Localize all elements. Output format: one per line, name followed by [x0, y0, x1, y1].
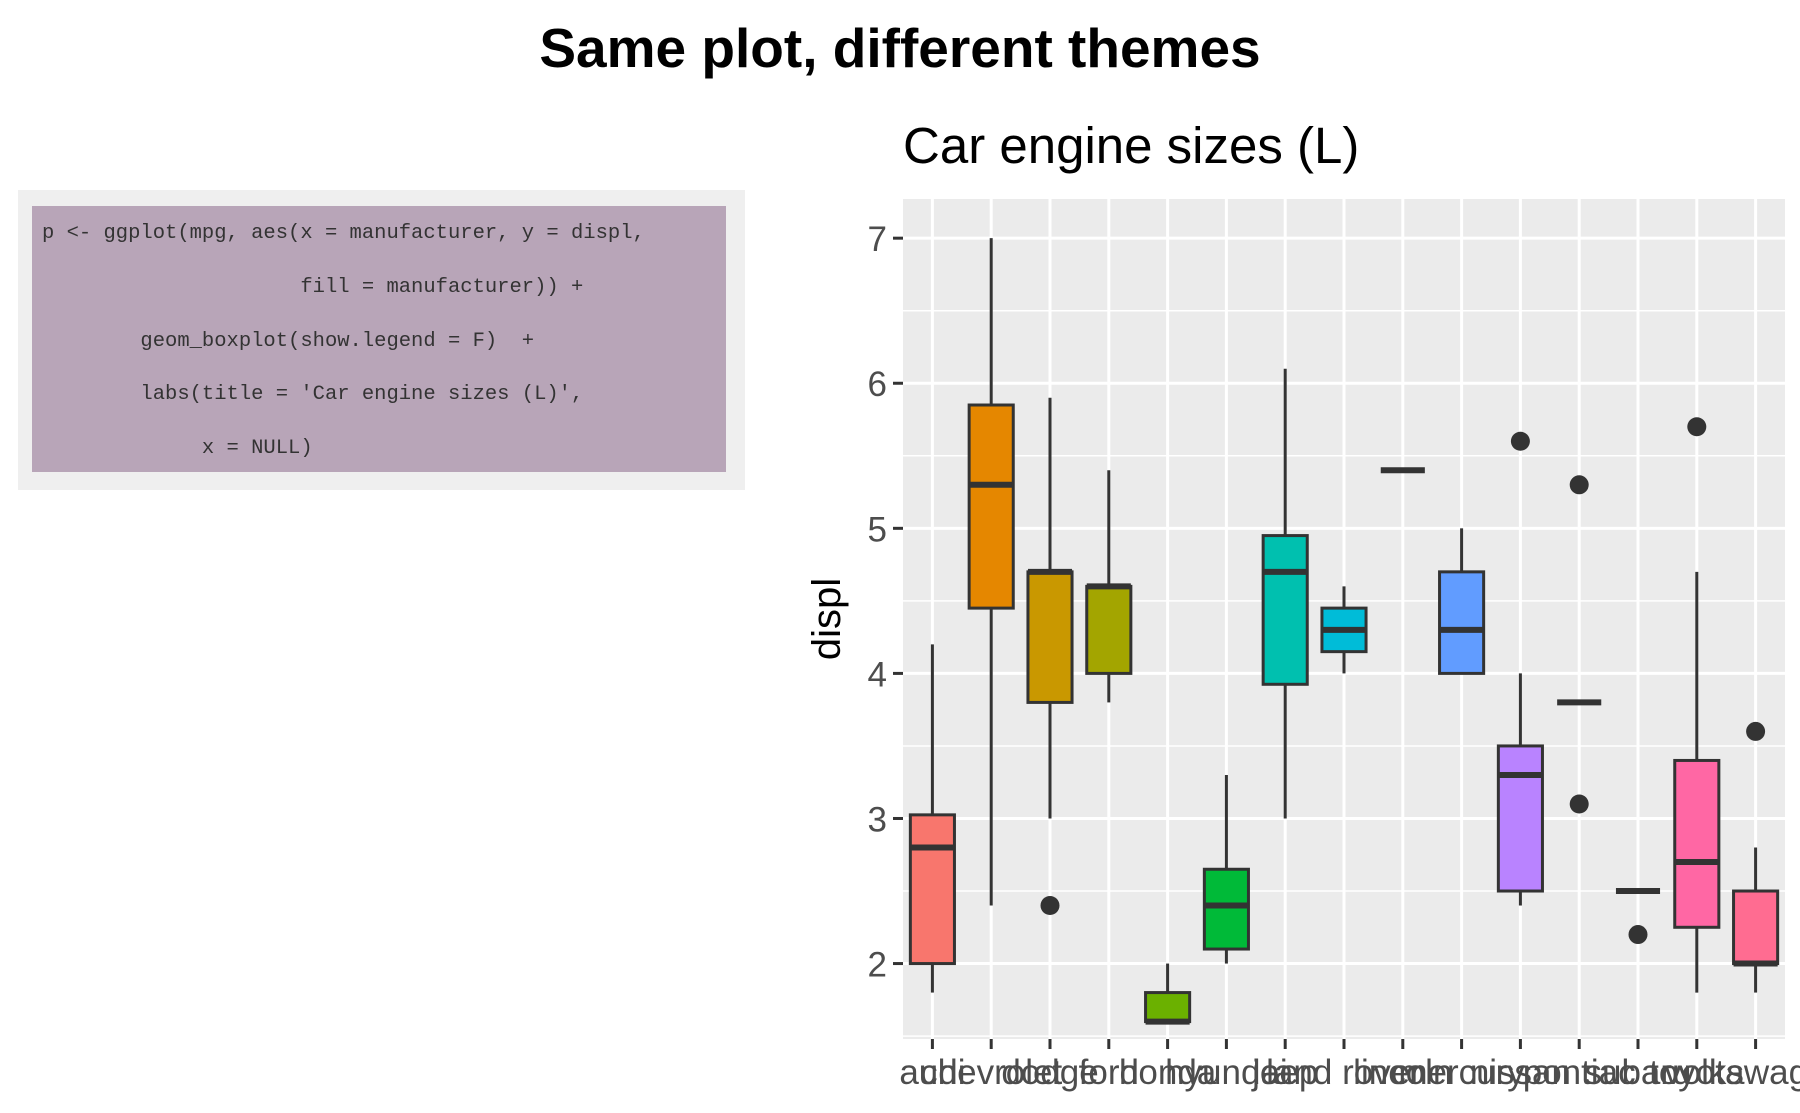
- x-tick-label: land rover: [1266, 1053, 1422, 1092]
- box: [1438, 570, 1486, 675]
- x-tick-label: lincoln: [1353, 1053, 1452, 1092]
- y-axis: 2 3 4 5 6 7: [868, 220, 903, 985]
- x-tick-label: subaru: [1584, 1053, 1691, 1092]
- code-line: geom_boxplot(show.legend = F) +: [42, 330, 535, 353]
- y-axis-label: displ: [805, 578, 849, 660]
- outlier-point: [1628, 925, 1648, 945]
- outlier-point: [1510, 431, 1530, 451]
- box: [967, 403, 1015, 610]
- boxplot-audi: [908, 644, 956, 993]
- y-tick-label: 3: [868, 800, 887, 839]
- outlier-point: [1569, 475, 1589, 495]
- code-block: p <- ggplot(mpg, aes(x = manufacturer, y…: [32, 206, 726, 472]
- y-tick-label: 6: [868, 365, 887, 404]
- box: [1732, 889, 1780, 966]
- box: [1144, 991, 1192, 1024]
- x-axis: audichevroletdodgefordhondahyundaijeepla…: [899, 1039, 1800, 1092]
- boxplot-pontiac: [1557, 475, 1602, 814]
- code-line: x = NULL): [42, 437, 313, 460]
- boxplot-dodge: [1026, 397, 1074, 916]
- boxplot-mercury: [1438, 528, 1486, 675]
- y-tick-label: 4: [868, 655, 887, 694]
- x-tick-label: volkswagen: [1664, 1053, 1800, 1092]
- code-panel: p <- ggplot(mpg, aes(x = manufacturer, y…: [18, 190, 745, 490]
- outlier-point: [1040, 896, 1060, 916]
- boxplot-volkswagen: [1732, 721, 1780, 993]
- box: [1085, 584, 1133, 675]
- boxplot-nissan: [1496, 431, 1544, 906]
- outlier-point: [1569, 794, 1589, 814]
- x-tick-label: jeep: [1251, 1053, 1318, 1092]
- x-tick-label: mercury: [1398, 1053, 1525, 1092]
- box: [1202, 867, 1250, 951]
- boxplot-chevrolet: [967, 238, 1015, 906]
- x-tick-label: ford: [1079, 1053, 1139, 1092]
- chart-title: Car engine sizes (L): [903, 117, 1359, 174]
- x-tick-label: chevrolet: [920, 1053, 1062, 1092]
- boxplot-land-rover: [1320, 586, 1368, 674]
- box-series: [908, 238, 1780, 1025]
- x-tick-label: honda: [1119, 1053, 1217, 1092]
- box: [1673, 758, 1721, 929]
- y-tick-label: 5: [868, 510, 887, 549]
- y-tick-label: 7: [868, 220, 887, 259]
- x-tick-label: toyota: [1649, 1053, 1745, 1092]
- box: [1496, 744, 1544, 893]
- boxplot-honda: [1144, 963, 1192, 1025]
- outlier-point: [1746, 721, 1766, 741]
- code-line: p <- ggplot(mpg, aes(x = manufacturer, y…: [42, 222, 645, 245]
- boxplot-ford: [1085, 470, 1133, 703]
- x-tick-label: nissan: [1470, 1053, 1571, 1092]
- boxplot-jeep: [1261, 368, 1309, 819]
- page-title: Same plot, different themes: [539, 17, 1261, 79]
- x-tick-label: dodge: [1001, 1053, 1098, 1092]
- boxplot-toyota: [1673, 417, 1721, 993]
- box: [908, 813, 956, 966]
- boxplot-hyundai: [1202, 774, 1250, 964]
- x-tick-label: pontiac: [1523, 1053, 1636, 1092]
- code-line: fill = manufacturer)) +: [42, 276, 584, 299]
- code-line: labs(title = 'Car engine sizes (L)',: [42, 383, 584, 406]
- y-tick-label: 2: [868, 946, 887, 985]
- x-tick-label: hyundai: [1165, 1053, 1288, 1092]
- boxplot-subaru: [1615, 888, 1661, 945]
- box: [1261, 534, 1309, 686]
- box: [1026, 570, 1074, 704]
- outlier-point: [1687, 417, 1707, 437]
- x-tick-label: audi: [899, 1053, 965, 1092]
